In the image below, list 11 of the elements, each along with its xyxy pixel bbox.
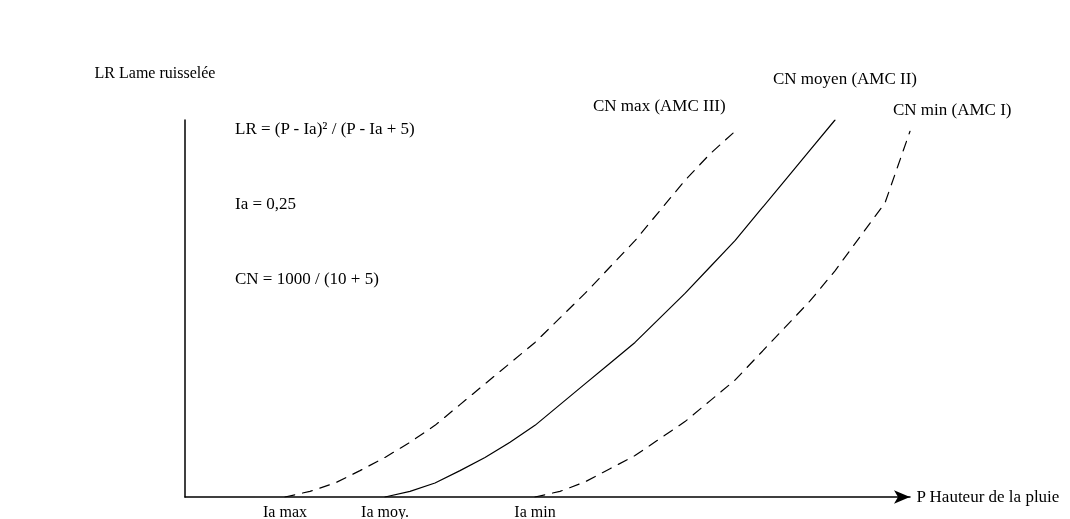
series-label: CN max (AMC III)	[593, 95, 726, 115]
x-axis-title: P Hauteur de la pluie	[916, 487, 1060, 506]
y-axis-title: LR Lame ruisselée	[94, 63, 216, 81]
annotation: Ia = 0,25	[235, 194, 297, 213]
x-tick-label: Ia min	[514, 502, 556, 519]
text: CN moyen (AMC II)	[773, 68, 918, 88]
x-tick-label: Ia max	[263, 502, 307, 519]
series-label: CN min (AMC I)	[893, 99, 1012, 119]
annotation: LR = (P - Ia)² / (P - Ia + 5)	[235, 119, 415, 138]
x-tick-label: Ia moy.	[361, 502, 409, 519]
annotation: CN = 1000 / (10 + 5)	[235, 269, 379, 288]
